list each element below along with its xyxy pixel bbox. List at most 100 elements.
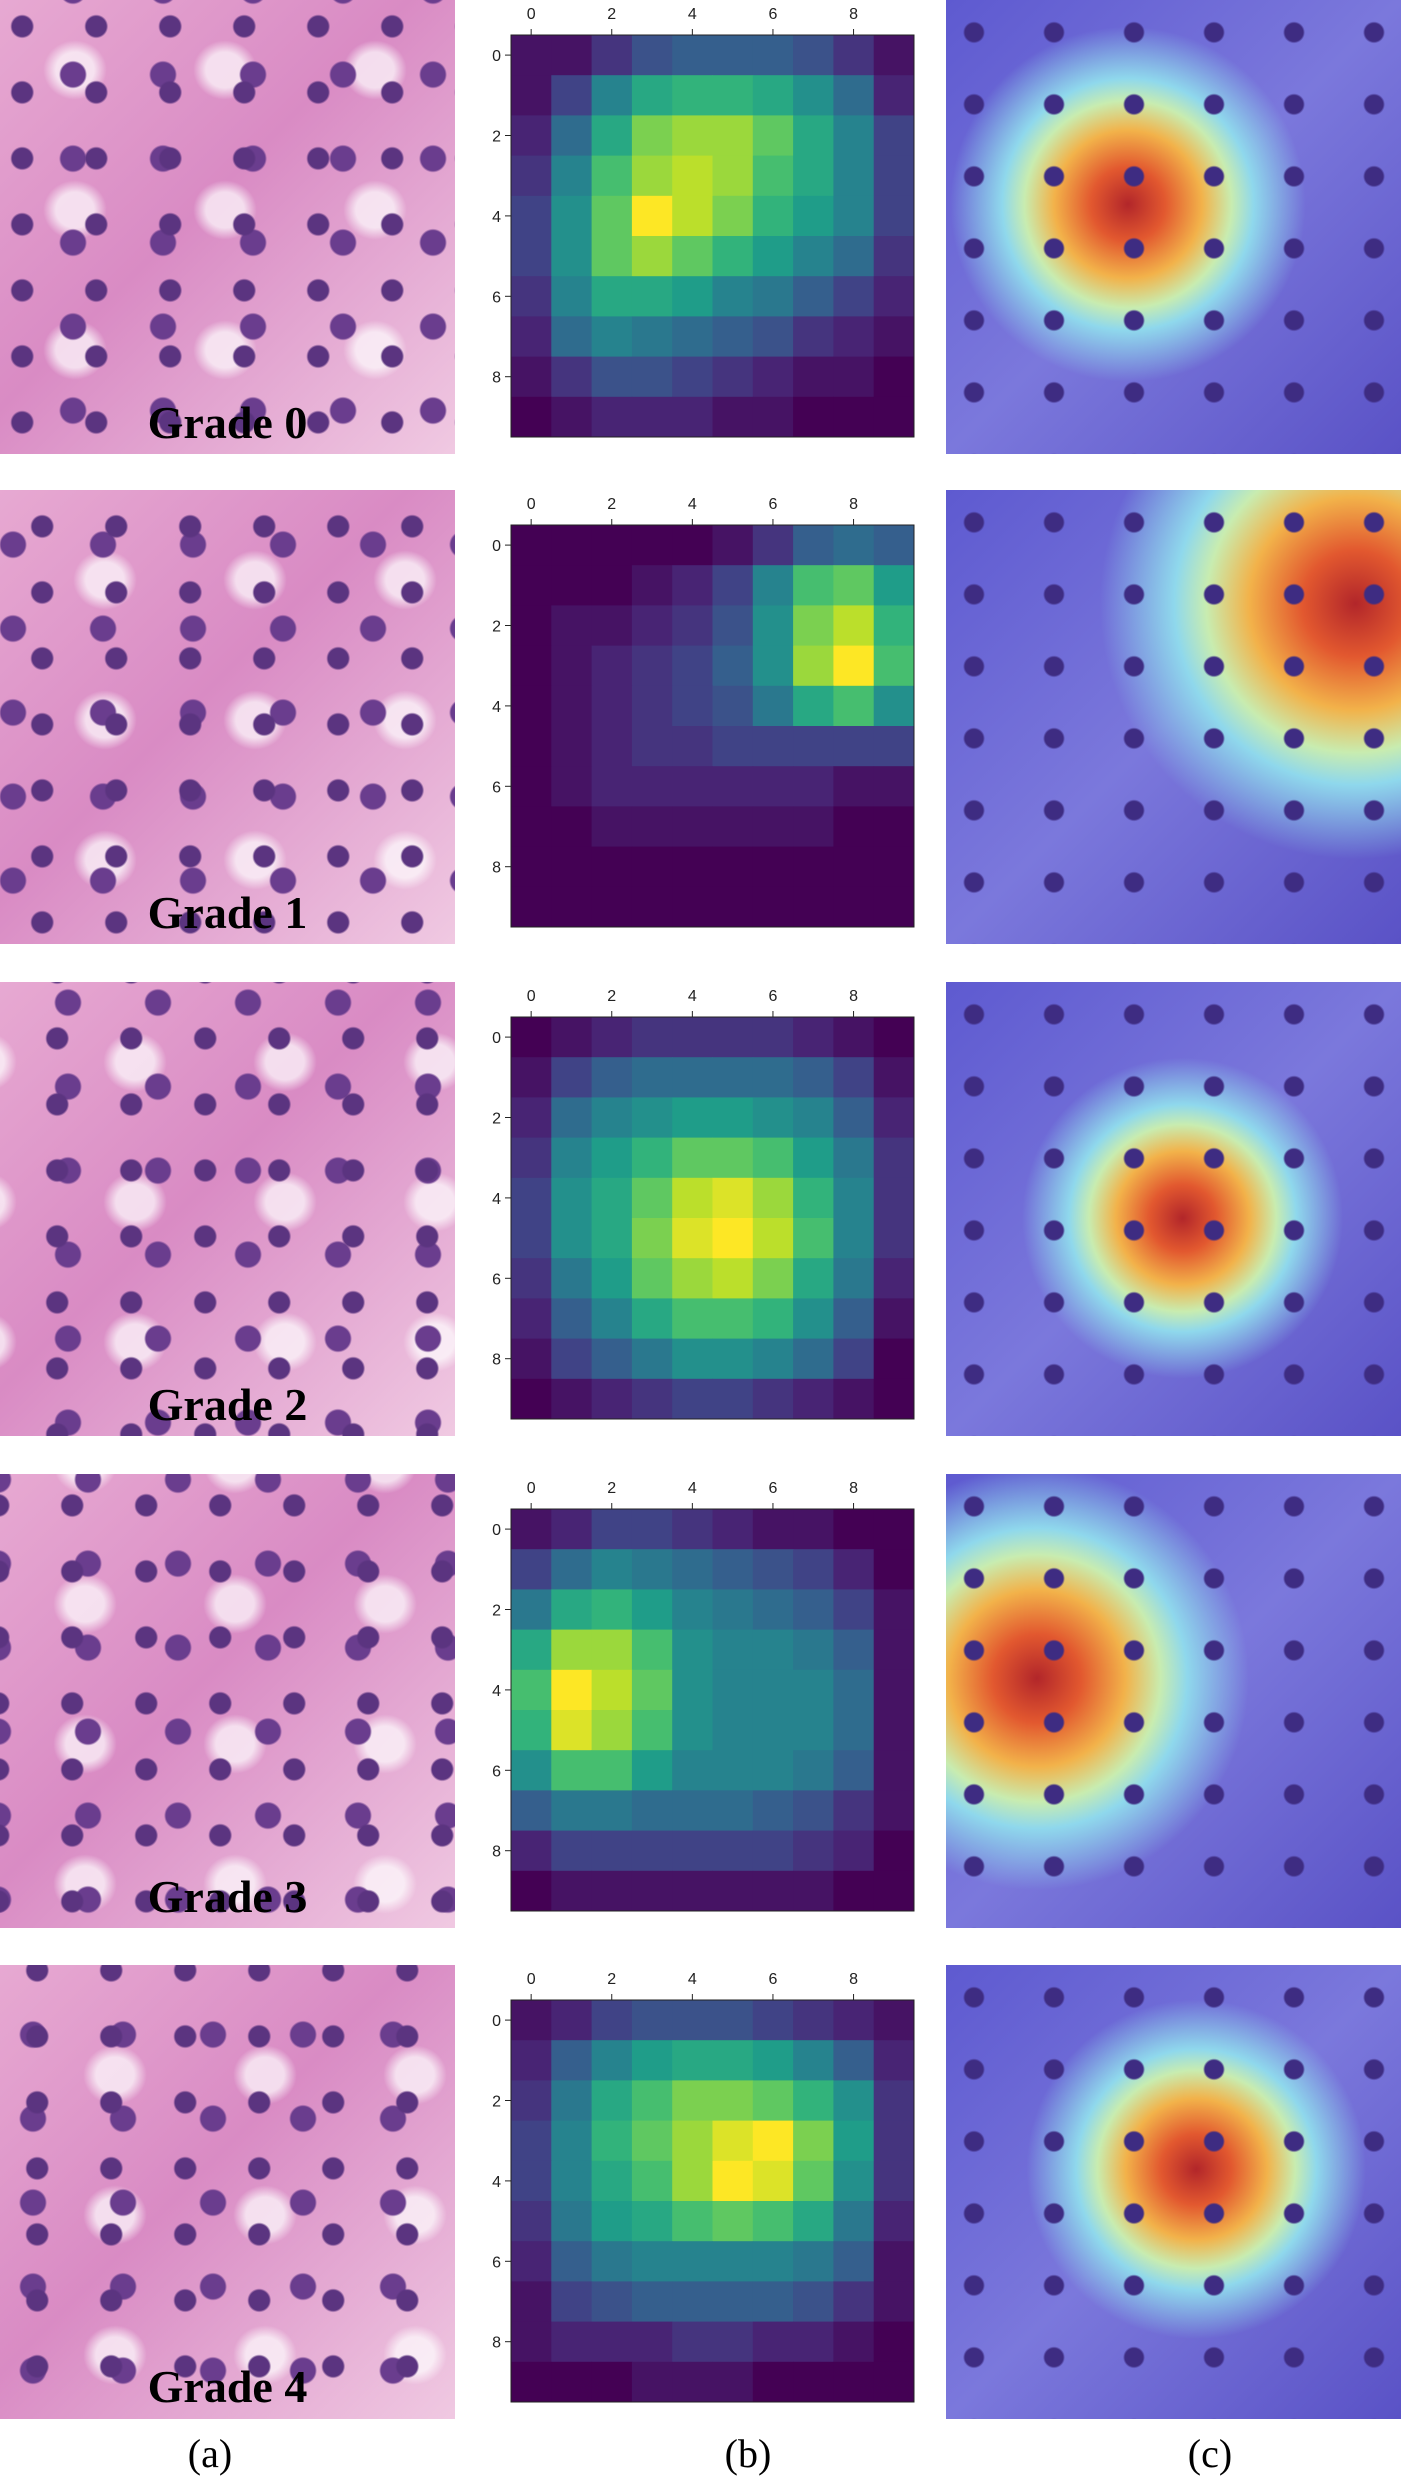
heatmap-cell xyxy=(873,2241,915,2282)
heatmap-cell xyxy=(752,2000,794,2041)
heatmap-cell xyxy=(631,2241,673,2282)
heatmap-cell xyxy=(712,2040,754,2081)
heatmap-cell xyxy=(631,2040,673,2081)
heatmap-cell xyxy=(591,2080,633,2122)
heatmap-cell xyxy=(591,155,633,197)
heatmap-cell xyxy=(873,115,915,157)
heatmap-cell xyxy=(712,1790,754,1832)
heatmap-cell xyxy=(672,1710,713,1751)
heatmap-cell xyxy=(833,1137,875,1179)
heatmap-cell xyxy=(712,2241,754,2282)
heatmap-cell xyxy=(511,2040,552,2081)
heatmap-cell xyxy=(712,2160,754,2202)
heatmap-cell xyxy=(752,1509,794,1550)
heatmap-cell xyxy=(672,1509,713,1550)
y-tick-label: 2 xyxy=(492,1111,501,1128)
heatmap-cell xyxy=(672,726,713,767)
heatmap-cell xyxy=(752,236,794,277)
heatmap-cell xyxy=(712,1017,754,1058)
heatmap-cell xyxy=(631,155,673,197)
heatmap-cell xyxy=(833,1017,875,1058)
heatmap-cell xyxy=(833,2361,875,2403)
heatmap-cell xyxy=(833,1549,875,1590)
x-tick-label: 8 xyxy=(849,1971,858,1988)
heatmap-cell xyxy=(752,1790,794,1832)
heatmap-cell xyxy=(591,2000,633,2041)
y-tick-label: 8 xyxy=(492,1844,501,1861)
heatmap-cell xyxy=(672,1790,713,1832)
heatmap-cell xyxy=(551,2160,593,2202)
heatmap-cell xyxy=(712,726,754,767)
heatmap-cell xyxy=(672,525,713,566)
heatmap-cell xyxy=(591,35,633,76)
heatmap-cell xyxy=(551,35,593,76)
heatmap-cell xyxy=(672,1057,713,1098)
heatmap-cell xyxy=(873,1830,915,1872)
heatmap-cell xyxy=(591,2160,633,2202)
heatmap-cell xyxy=(591,565,633,606)
heatmap-cell xyxy=(511,1710,552,1751)
heatmap-cell xyxy=(833,565,875,606)
heatmap-cell xyxy=(873,726,915,767)
heatmap-cell xyxy=(631,2321,673,2363)
heatmap-cell xyxy=(752,685,794,727)
heatmap-cell xyxy=(511,1177,552,1219)
heatmap-cell xyxy=(712,115,754,157)
heatmap-cell xyxy=(672,2120,713,2162)
heatmap-cell xyxy=(712,1549,754,1590)
plot-frame xyxy=(510,1999,915,2403)
heatmap-cell xyxy=(752,806,794,848)
heatmap-cell xyxy=(793,645,834,687)
heatmap-cell xyxy=(752,1338,794,1380)
heatmap-cell xyxy=(551,1870,593,1912)
heatmap-cell xyxy=(551,316,593,358)
heatmap-cell xyxy=(672,2281,713,2323)
heatmap-cell xyxy=(631,1549,673,1590)
heatmap-cell xyxy=(752,195,794,237)
heatmap-cell xyxy=(752,2040,794,2081)
heatmap-cell xyxy=(631,1790,673,1832)
heatmap-cell xyxy=(551,2040,593,2081)
heatmap-cell xyxy=(712,2080,754,2122)
heatmap-cell xyxy=(631,1710,673,1751)
heatmap-cell xyxy=(873,1298,915,1340)
heatmap-cell xyxy=(712,356,754,398)
heatmap-cell xyxy=(672,1589,713,1631)
heatmap-cell xyxy=(672,2321,713,2363)
heatmap-cell xyxy=(672,2160,713,2202)
heatmap-cell xyxy=(511,276,552,317)
heatmap-cell xyxy=(712,396,754,438)
heatmap-cell xyxy=(672,1218,713,1259)
x-tick-label: 2 xyxy=(607,1480,616,1497)
heatmap-cell xyxy=(551,195,593,237)
heatmap-cell xyxy=(511,766,552,807)
heatmap-cell xyxy=(551,276,593,317)
heatmap-cell xyxy=(631,1629,673,1671)
heatmap-cell xyxy=(793,195,834,237)
heatmap-cell xyxy=(672,645,713,687)
caption: (b) xyxy=(724,2431,772,2476)
heatmap-cell xyxy=(591,1710,633,1751)
heatmap-cell xyxy=(511,236,552,277)
y-tick-label: 6 xyxy=(492,779,501,796)
heatmap-cell xyxy=(712,1870,754,1912)
heatmap-cell xyxy=(591,75,633,116)
heatmap-cell xyxy=(672,766,713,807)
heatmap-cell xyxy=(873,1549,915,1590)
heatmap-cell xyxy=(793,2241,834,2282)
heatmap-cell xyxy=(833,1218,875,1259)
heatmap-cell xyxy=(511,645,552,687)
heatmap-cell xyxy=(793,396,834,438)
heatmap-cell xyxy=(752,605,794,647)
heatmap-cell xyxy=(551,1218,593,1259)
heatmap-cell xyxy=(873,1870,915,1912)
heatmap-cell xyxy=(551,766,593,807)
heatmap-cell xyxy=(793,2201,834,2242)
heatmap-cell xyxy=(833,1097,875,1139)
heatmap-cell xyxy=(591,726,633,767)
heatmap-cell xyxy=(511,155,552,197)
heatmap-cell xyxy=(752,1097,794,1139)
heatmap-cell xyxy=(672,195,713,237)
heatmap-cell xyxy=(793,115,834,157)
heatmap-cell xyxy=(833,846,875,888)
